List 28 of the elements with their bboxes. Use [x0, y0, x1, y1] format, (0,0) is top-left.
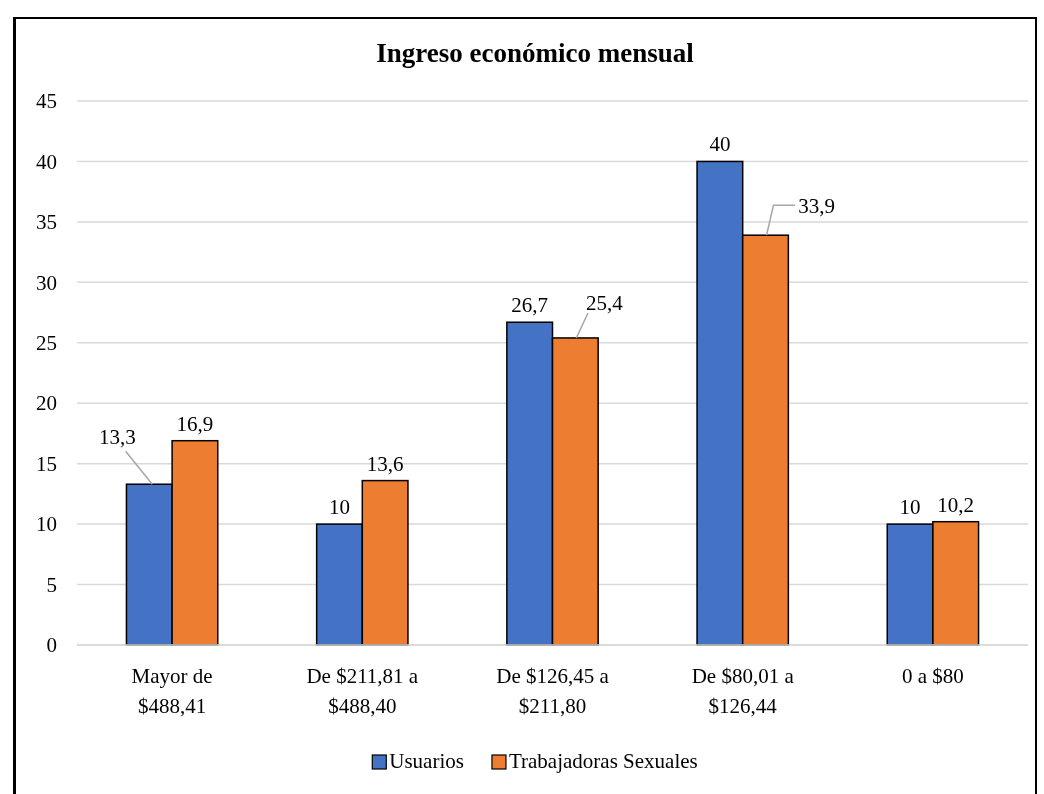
x-tick-label: 0 a $80	[901, 664, 964, 688]
y-tick-label: 35	[36, 210, 57, 235]
data-label: 25,4	[585, 290, 624, 315]
data-label: 33,9	[798, 194, 835, 219]
data-label: 16,9	[176, 411, 214, 436]
y-tick-label: 10	[36, 512, 57, 537]
data-label: 13,6	[366, 451, 404, 476]
data-label: 10,2	[937, 492, 975, 517]
data-label: 10	[328, 495, 350, 520]
x-tick-label: Mayor de $488,41	[131, 664, 213, 718]
y-tick-label: 5	[46, 572, 57, 597]
y-tick-label: 45	[36, 89, 57, 114]
x-tick-label: De $211,81 a $488,40	[306, 664, 419, 718]
y-tick-label: 25	[36, 331, 57, 355]
data-label: 26,7	[511, 293, 549, 318]
y-tick-label: 15	[36, 451, 57, 476]
legend-label: Trabajadoras Sexuales	[508, 749, 698, 773]
y-tick-label: 20	[36, 391, 57, 416]
chart-title: Ingreso económico mensual	[376, 38, 695, 68]
y-tick-label: 30	[36, 270, 57, 295]
data-label: 13,3	[98, 425, 136, 450]
y-tick-label: 40	[36, 149, 57, 174]
data-label: 40	[709, 132, 731, 157]
legend-label: Usuarios	[389, 749, 464, 773]
x-tick-label: De $80,01 a $126,44	[691, 664, 795, 718]
data-label: 10	[899, 495, 921, 520]
x-tick-label: De $126,45 a $211,80	[496, 664, 610, 718]
y-tick-label: 0	[46, 633, 57, 658]
